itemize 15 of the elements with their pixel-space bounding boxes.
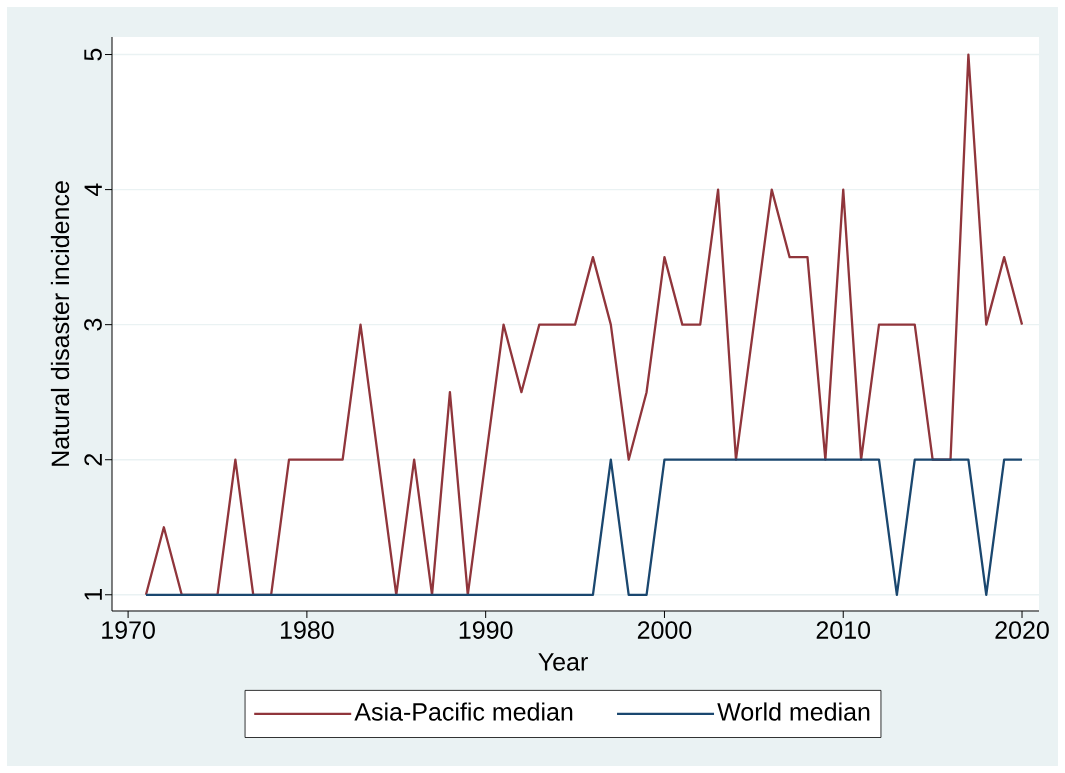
legend-label: Asia-Pacific median (354, 702, 573, 721)
legend-label: World median (717, 702, 870, 721)
y-tick-label: 3 (84, 318, 102, 331)
x-tick-label: 2020 (995, 621, 1049, 639)
x-tick-label: 1990 (459, 621, 513, 639)
y-tick-label: 5 (84, 48, 102, 61)
y-tick-label: 1 (84, 589, 102, 600)
y-tick-label: 2 (84, 454, 102, 466)
x-tick-label: 1980 (280, 621, 334, 639)
y-axis-title: Natural disaster incidence (50, 181, 70, 466)
x-tick-label: 1970 (102, 621, 155, 639)
x-tick-label: 2000 (637, 621, 692, 639)
y-tick-label: 4 (84, 183, 102, 196)
x-tick-label: 2010 (816, 621, 871, 639)
x-axis-title: Year (538, 653, 588, 671)
